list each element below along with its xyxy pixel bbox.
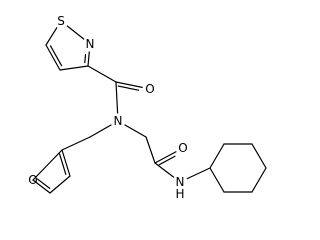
- bond: [154, 162, 175, 178]
- bond: [45, 27, 58, 46]
- atom-label: S: [57, 14, 65, 28]
- bond: [45, 44, 61, 71]
- atom-label: N: [86, 37, 95, 51]
- bond: [251, 167, 267, 193]
- bond: [32, 149, 63, 181]
- bond: [49, 175, 71, 194]
- bond: [59, 65, 89, 71]
- bond: [251, 143, 267, 169]
- atom-label: N: [176, 175, 185, 189]
- bond: [89, 124, 112, 138]
- bond: [154, 151, 177, 164]
- atom-label: H: [175, 187, 184, 200]
- bond: [209, 143, 225, 169]
- bond: [87, 51, 90, 67]
- bond: [58, 153, 67, 175]
- bond: [186, 167, 211, 180]
- bond: [49, 45, 63, 67]
- bond: [115, 81, 119, 114]
- bond: [145, 136, 156, 164]
- bond: [61, 136, 91, 151]
- bond: [32, 179, 51, 194]
- bond: [209, 167, 225, 193]
- atom-label: O: [28, 173, 37, 187]
- bond: [115, 81, 143, 88]
- bond: [124, 124, 147, 138]
- bonds: [32, 25, 267, 194]
- bond: [117, 85, 140, 91]
- atom-label: O: [145, 82, 154, 96]
- bond: [87, 65, 117, 83]
- bond: [84, 54, 87, 64]
- bond: [61, 149, 71, 177]
- bond: [66, 25, 85, 40]
- atom-label: N: [114, 114, 123, 128]
- bond: [36, 178, 51, 189]
- bond: [158, 155, 176, 166]
- atom-label: O: [178, 141, 187, 155]
